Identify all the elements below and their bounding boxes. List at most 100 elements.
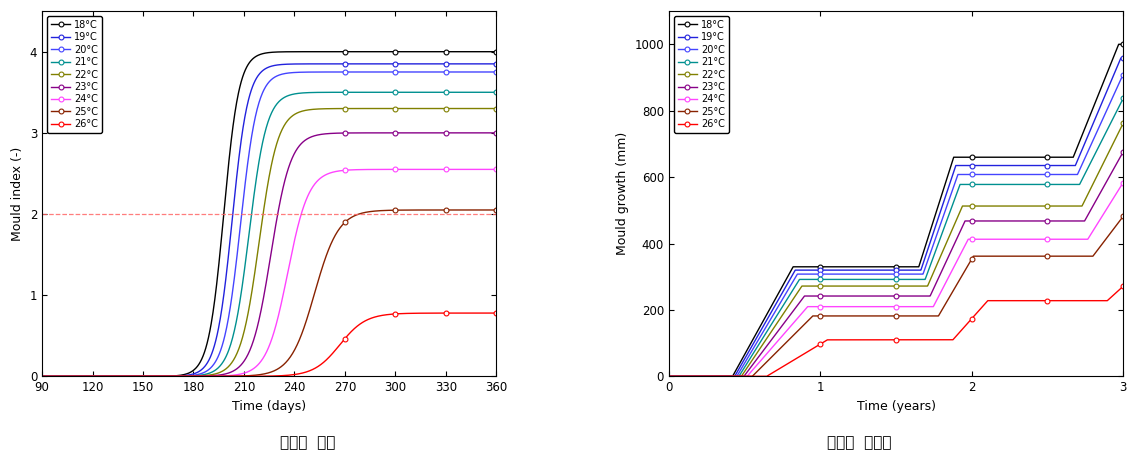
26°C [82, 374, 96, 379]
22°C [836, 283, 850, 289]
19°C [1116, 56, 1130, 61]
Line: 22°C: 22°C [42, 108, 496, 376]
23°C [397, 130, 411, 135]
23°C [1058, 218, 1072, 224]
Line: 26°C: 26°C [42, 313, 496, 376]
24°C [836, 304, 850, 309]
20°C [836, 271, 850, 277]
22°C [1107, 139, 1121, 144]
22°C [662, 374, 676, 379]
24°C [236, 371, 249, 376]
24°C [1107, 194, 1121, 200]
19°C [1114, 56, 1128, 61]
20°C [1116, 72, 1130, 78]
19°C [836, 267, 850, 273]
18°C [856, 264, 869, 269]
23°C [35, 374, 49, 379]
19°C [218, 277, 232, 282]
19°C [1058, 163, 1072, 168]
Line: 21°C: 21°C [669, 98, 1123, 376]
21°C [741, 359, 754, 365]
25°C [397, 207, 411, 213]
Line: 23°C: 23°C [669, 152, 1123, 376]
21°C [662, 374, 676, 379]
25°C [489, 207, 503, 213]
18°C [236, 76, 249, 81]
25°C [662, 374, 676, 379]
20°C [1107, 91, 1121, 96]
18°C [397, 49, 411, 55]
26°C [1058, 298, 1072, 303]
18°C [347, 49, 361, 55]
26°C [389, 311, 403, 317]
23°C [856, 293, 869, 299]
18°C [1116, 42, 1130, 47]
22°C [1058, 203, 1072, 209]
22°C [714, 374, 727, 379]
22°C [1116, 120, 1130, 126]
20°C [35, 374, 49, 379]
21°C [397, 90, 411, 95]
23°C [714, 374, 727, 379]
19°C [1107, 71, 1121, 76]
21°C [836, 277, 850, 282]
21°C [236, 284, 249, 290]
Line: 18°C: 18°C [42, 52, 496, 376]
23°C [741, 369, 754, 374]
23°C [347, 130, 361, 136]
18°C [35, 374, 49, 379]
25°C [1058, 253, 1072, 259]
26°C [35, 374, 49, 379]
Line: 19°C: 19°C [669, 58, 1123, 376]
21°C [389, 90, 403, 95]
22°C [741, 364, 754, 369]
25°C [741, 374, 754, 379]
19°C [347, 61, 361, 67]
21°C [489, 90, 503, 95]
21°C [35, 374, 49, 379]
Text: 곰팡이  성장률: 곰팡이 성장률 [827, 435, 891, 450]
Y-axis label: Mould growth (mm): Mould growth (mm) [616, 132, 629, 255]
24°C [397, 167, 411, 172]
19°C [714, 374, 727, 379]
18°C [1112, 42, 1125, 47]
26°C [856, 337, 869, 342]
18°C [714, 374, 727, 379]
18°C [836, 264, 850, 269]
Line: 23°C: 23°C [42, 133, 496, 376]
26°C [714, 374, 727, 379]
19°C [236, 131, 249, 137]
19°C [856, 267, 869, 273]
22°C [82, 374, 96, 379]
18°C [82, 374, 96, 379]
Line: 25°C: 25°C [42, 210, 496, 376]
23°C [389, 130, 403, 135]
25°C [836, 313, 850, 319]
22°C [389, 106, 403, 111]
26°C [836, 337, 850, 342]
24°C [856, 304, 869, 309]
18°C [218, 190, 232, 196]
21°C [218, 354, 232, 360]
20°C [489, 69, 503, 75]
25°C [389, 207, 403, 213]
23°C [1116, 149, 1130, 155]
26°C [236, 374, 249, 379]
25°C [236, 373, 249, 379]
22°C [236, 336, 249, 341]
21°C [856, 277, 869, 282]
Line: 18°C: 18°C [669, 45, 1123, 376]
Y-axis label: Mould index (-): Mould index (-) [11, 146, 24, 241]
20°C [1116, 72, 1130, 78]
19°C [741, 351, 754, 356]
18°C [489, 49, 503, 55]
22°C [856, 283, 869, 289]
23°C [82, 374, 96, 379]
23°C [489, 130, 503, 135]
23°C [236, 361, 249, 366]
21°C [1116, 95, 1130, 101]
20°C [714, 374, 727, 379]
24°C [1058, 236, 1072, 242]
25°C [218, 374, 232, 379]
Line: 19°C: 19°C [42, 64, 496, 376]
